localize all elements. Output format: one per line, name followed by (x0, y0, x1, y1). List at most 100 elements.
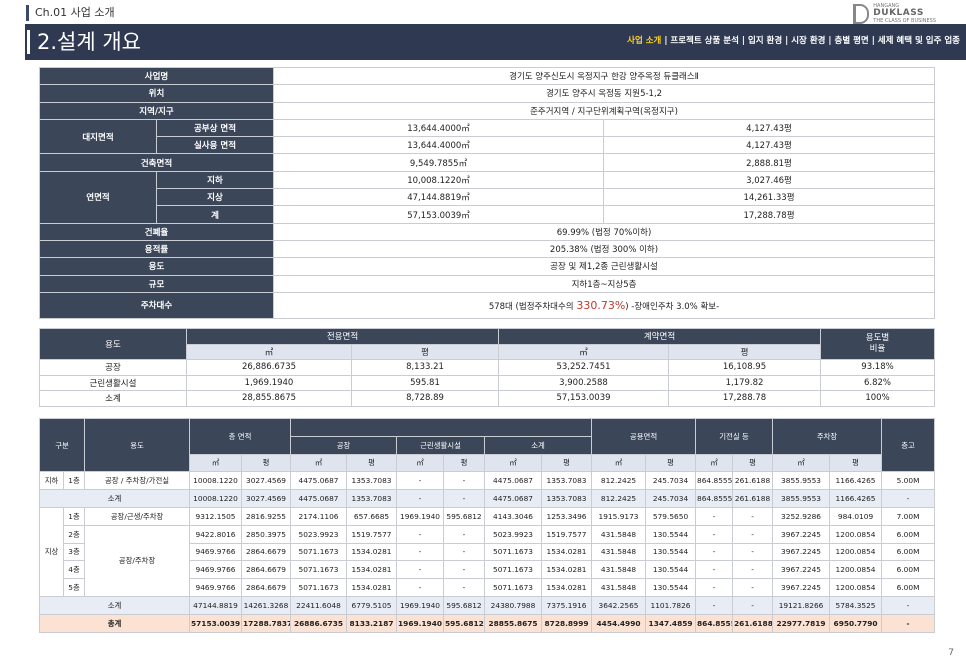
table-cell: 5071.1673 (290, 578, 348, 597)
table-cell: 431.5848 (591, 578, 647, 597)
table-cell: 1층 (62, 506, 86, 526)
table-cell: 5.00M (881, 471, 936, 491)
table-cell: - (443, 471, 486, 491)
table-cell: 1353.7083 (541, 471, 593, 491)
table-row: 지상 1층 공장/근생/주차장 9312.1505 2816.9255 2174.110… (39, 506, 936, 597)
table-cell: - (732, 542, 774, 562)
table-cell: ㎡ (189, 453, 243, 473)
table-cell: 2864.6679 (241, 542, 292, 562)
table-row: 용도 공장 및 제1,2종 근린생활시설 (39, 257, 935, 276)
table-cell: 1353.7083 (346, 471, 398, 491)
table-cell: 4475.0687 (290, 471, 348, 491)
table-cell: 소계 (38, 595, 191, 615)
table-cell: 3967.2245 (772, 560, 831, 580)
table-cell: 579.5650 (645, 506, 697, 526)
table-cell: 4475.0687 (484, 471, 543, 491)
table-cell: 공장/주차장 (84, 524, 191, 597)
table-cell: 1969.1940 (396, 613, 445, 633)
logo-d-icon (853, 3, 870, 24)
table-cell: 6950.7790 (829, 613, 883, 633)
table-cell: 22977.7819 (772, 613, 831, 633)
table-cell: - (732, 560, 774, 580)
table-cell: 22411.6048 (290, 595, 348, 615)
table-row: 대지면적 공부상 면적 13,644.4000㎡ 4,127.43평 (39, 118, 935, 155)
table-cell: 6.00M (881, 560, 936, 580)
table-cell: 1969.1940 (396, 506, 445, 526)
table-cell: 1,969.1940 (186, 374, 352, 391)
table-cell: 4454.4990 (591, 613, 647, 633)
table-cell: 1534.0281 (346, 560, 398, 580)
nav-item-market[interactable]: 시장 환경 (791, 36, 826, 46)
nav-item-location[interactable]: 입지 환경 (747, 36, 783, 46)
table-cell: 기전실 등 (695, 418, 774, 455)
table-cell: 1200.0854 (829, 560, 883, 580)
table-cell: - (443, 524, 486, 544)
table-row: 건축면적 9,549.7855㎡ 2,888.81평 (39, 153, 935, 172)
table-cell: 5071.1673 (484, 542, 543, 562)
table-cell: 4143.3046 (484, 506, 543, 526)
table-cell: 지상 (39, 506, 64, 597)
header-accent-bar (27, 30, 30, 54)
table-cell: 6779.5105 (346, 595, 398, 615)
table-cell: 812.2425 (591, 471, 647, 491)
table-cell: ㎡ (290, 453, 348, 473)
nav-item-tax[interactable]: 세제 혜택 및 입주 업종 (877, 36, 960, 46)
table-cell: - (695, 542, 734, 562)
table-cell: 공장 / 주차장/가전실 (84, 471, 191, 491)
table-cell: 평 (541, 453, 593, 473)
table-cell: 28855.8675 (484, 613, 543, 633)
table-cell: 3967.2245 (772, 524, 831, 544)
page-number: 7 (948, 648, 954, 658)
table-cell: 소계 (38, 489, 191, 508)
table-cell: 130.5544 (645, 542, 697, 562)
table-cell: 1347.4859 (645, 613, 697, 633)
table-cell: 1519.7577 (541, 524, 593, 544)
nav-item-floorplan[interactable]: 층별 평면 (834, 36, 869, 46)
table-cell: 구분 (38, 417, 86, 473)
table-cell: 소계 (484, 435, 593, 455)
table-cell: 6.00M (881, 578, 936, 597)
table-cell: 평 (241, 453, 292, 473)
table-cell: 층고 (881, 417, 936, 473)
table-cell: 261.6188 (732, 471, 774, 491)
table-cell: 864.8555 (695, 471, 734, 491)
table-cell (290, 418, 593, 437)
table-cell: 24380.7988 (484, 595, 543, 615)
table-cell: 3642.2565 (591, 595, 647, 615)
table-cell: 812.2425 (591, 489, 647, 508)
table-cell: 1353.7083 (346, 489, 398, 508)
table-cell: 평 (443, 453, 486, 473)
table-cell: 2816.9255 (241, 506, 292, 526)
table-cell: ㎡ (695, 453, 734, 473)
table-cell: 7375.1916 (541, 595, 593, 615)
table-cell: 공장/근생/주차장 (84, 506, 191, 526)
table-cell: 6.00M (881, 542, 936, 562)
nav-item-business[interactable]: 사업 소개 (627, 36, 662, 46)
table-cell: 5층 (62, 578, 86, 597)
page-title: 2.설계 개요 (37, 30, 141, 54)
brand-logo: HANGANG DUKLASS THE CLASS OF BUSINESS (853, 3, 936, 24)
table-cell: 984.0109 (829, 506, 883, 526)
table-cell: 1534.0281 (541, 578, 593, 597)
table-cell: 3855.9553 (772, 471, 831, 491)
table-cell: 5023.9923 (290, 524, 348, 544)
table-cell: 8,728.89 (351, 390, 499, 407)
table-cell: - (732, 524, 774, 544)
table-cell: 평 (829, 453, 883, 473)
table-cell: 130.5544 (645, 524, 697, 544)
table-row: 소계 47144.8819 14261.3268 22411.6048 6779.51… (38, 595, 936, 615)
floor-breakdown-table: 구분 용도 층 면적 공용면적 기전실 등 주차장 층고 공장 근린생활시설 소계 ㎡ 평 ㎡ 평 … (38, 417, 936, 633)
table-cell: 8133.2187 (346, 613, 398, 633)
table-cell: 1353.7083 (541, 489, 593, 508)
table-cell: - (732, 595, 774, 615)
chapter-label: Ch.01 사업 소개 (26, 5, 115, 21)
table-cell: 4475.0687 (484, 489, 543, 508)
table-cell: 595.6812 (443, 506, 486, 526)
table-cell: 1166.4265 (829, 489, 883, 508)
section-header: 2.설계 개요 사업 소개 | 프로젝트 상품 분석 | 입지 환경 | 시장 … (25, 24, 966, 60)
table-cell: 9469.9766 (189, 542, 243, 562)
table-cell: ㎡ (484, 453, 543, 473)
nav-item-product[interactable]: 프로젝트 상품 분석 (670, 36, 739, 46)
table-cell: 2864.6679 (241, 578, 292, 597)
